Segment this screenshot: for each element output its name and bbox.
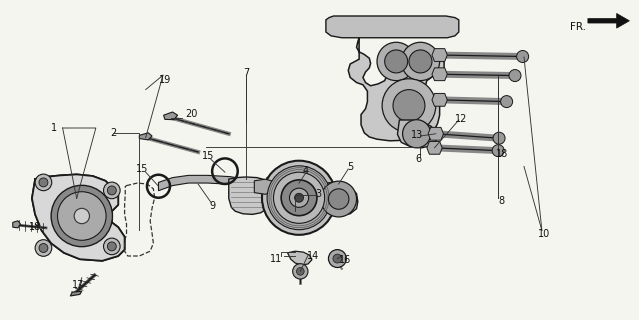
Circle shape: [262, 161, 336, 235]
Circle shape: [296, 268, 304, 275]
Text: 5: 5: [347, 162, 353, 172]
Polygon shape: [13, 221, 20, 228]
Polygon shape: [229, 177, 268, 214]
Circle shape: [35, 240, 52, 256]
Circle shape: [273, 172, 325, 223]
Circle shape: [293, 264, 308, 279]
Circle shape: [492, 145, 504, 156]
Circle shape: [500, 96, 512, 108]
Circle shape: [493, 132, 505, 144]
Polygon shape: [158, 175, 256, 191]
Polygon shape: [432, 49, 447, 61]
Circle shape: [107, 186, 116, 195]
Polygon shape: [588, 13, 629, 28]
Circle shape: [403, 120, 431, 148]
Circle shape: [382, 79, 436, 132]
Text: 6: 6: [415, 154, 422, 164]
Text: 20: 20: [185, 108, 198, 119]
Text: 15: 15: [135, 164, 148, 174]
Polygon shape: [139, 133, 152, 140]
Text: 12: 12: [455, 114, 468, 124]
Polygon shape: [432, 93, 447, 106]
Polygon shape: [254, 179, 272, 194]
Text: 18: 18: [495, 148, 508, 159]
Circle shape: [409, 50, 432, 73]
Circle shape: [393, 90, 425, 122]
Text: 8: 8: [498, 196, 505, 206]
Text: 17: 17: [72, 280, 84, 291]
Text: 11: 11: [270, 253, 282, 264]
Text: 13: 13: [410, 130, 423, 140]
Polygon shape: [70, 291, 82, 296]
Polygon shape: [288, 251, 312, 265]
Text: 16: 16: [339, 255, 351, 265]
Polygon shape: [267, 175, 320, 217]
Polygon shape: [164, 112, 178, 120]
Text: 7: 7: [243, 68, 249, 78]
Text: 10: 10: [538, 228, 551, 239]
Circle shape: [104, 238, 120, 255]
Circle shape: [321, 181, 357, 217]
Circle shape: [107, 242, 116, 251]
Text: 18: 18: [29, 222, 42, 232]
Circle shape: [51, 185, 112, 247]
Circle shape: [328, 189, 349, 209]
Text: 14: 14: [307, 251, 320, 261]
Circle shape: [281, 180, 317, 216]
Polygon shape: [397, 120, 436, 148]
Circle shape: [267, 166, 331, 230]
Polygon shape: [427, 141, 442, 154]
Text: 4: 4: [302, 166, 309, 176]
Text: 19: 19: [158, 75, 171, 85]
Circle shape: [289, 188, 309, 207]
Circle shape: [401, 42, 440, 81]
Polygon shape: [432, 68, 447, 81]
Circle shape: [509, 69, 521, 82]
Text: 9: 9: [209, 201, 215, 212]
Text: 1: 1: [51, 123, 58, 133]
Text: FR.: FR.: [570, 22, 587, 32]
Circle shape: [74, 208, 89, 224]
Circle shape: [104, 182, 120, 199]
Polygon shape: [428, 127, 443, 140]
Polygon shape: [326, 16, 459, 38]
Text: 2: 2: [111, 128, 117, 138]
Circle shape: [377, 42, 415, 81]
Circle shape: [333, 254, 342, 263]
Circle shape: [517, 51, 528, 62]
Circle shape: [35, 174, 52, 191]
Text: 15: 15: [201, 151, 214, 161]
Circle shape: [39, 244, 48, 252]
Polygon shape: [348, 37, 444, 141]
Circle shape: [295, 193, 304, 202]
Circle shape: [39, 178, 48, 187]
Circle shape: [328, 250, 346, 268]
Circle shape: [385, 50, 408, 73]
Polygon shape: [320, 182, 358, 215]
Circle shape: [58, 192, 106, 240]
Text: 3: 3: [315, 188, 321, 199]
Polygon shape: [32, 174, 125, 261]
